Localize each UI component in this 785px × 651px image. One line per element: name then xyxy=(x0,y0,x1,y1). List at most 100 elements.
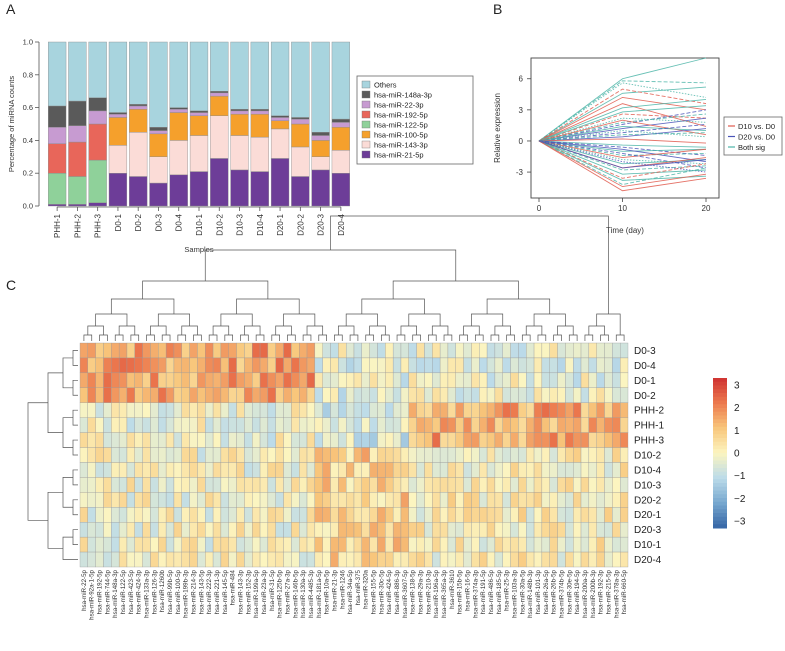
colorbar-segment xyxy=(713,389,727,394)
heatmap-cell xyxy=(471,342,480,359)
heatmap-cell xyxy=(486,522,496,538)
heatmap-cell xyxy=(408,536,417,553)
heatmap-cell xyxy=(189,417,198,433)
column-label: hsa-miR-99b-5p xyxy=(167,569,174,614)
heatmap-cell xyxy=(377,507,386,523)
heatmap-cell xyxy=(283,417,292,433)
heatmap-cell xyxy=(181,417,190,433)
heatmap-cell xyxy=(252,402,261,418)
heatmap-cell xyxy=(111,522,120,538)
heatmap-cell xyxy=(604,447,613,463)
heatmap-cell xyxy=(165,492,175,508)
heatmap-cell xyxy=(526,522,535,538)
heatmap-cell xyxy=(494,551,503,568)
heatmap-cell xyxy=(510,507,519,523)
heatmap-cell xyxy=(455,342,464,359)
heatmap-cell xyxy=(604,387,613,403)
heatmap-cell xyxy=(573,522,582,538)
heatmap-cell xyxy=(150,387,159,403)
heatmap-cell xyxy=(158,492,167,508)
heatmap-cell xyxy=(236,507,245,523)
heatmap-cell xyxy=(111,402,120,418)
heatmap-cell xyxy=(541,372,550,388)
row-label: D10-3 xyxy=(634,480,662,491)
heatmap-cell xyxy=(228,387,237,403)
heatmap-cell xyxy=(299,522,308,538)
panel-c: C D0-3 D0-4 D0-1 D0-2 PHH-2 PHH-1 PHH-3 D10-2 D1… xyxy=(6,215,746,620)
heatmap-cell xyxy=(158,447,167,463)
row-label: D0-1 xyxy=(634,376,656,387)
x-axis-label: Time (day) xyxy=(606,226,644,235)
column-label: hsa-miR-126-3p xyxy=(151,569,158,614)
colorbar-segment xyxy=(713,520,727,525)
heatmap-cell xyxy=(205,462,214,478)
heatmap-cell xyxy=(111,432,120,448)
heatmap-cell xyxy=(87,522,96,538)
heatmap-cell xyxy=(510,536,519,553)
heatmap-cell xyxy=(510,387,519,403)
heatmap-cell xyxy=(79,372,89,388)
bar-segment xyxy=(88,41,107,98)
heatmap-cell xyxy=(463,387,472,403)
heatmap-cell xyxy=(126,417,135,433)
dendrogram-branch xyxy=(486,298,551,314)
heatmap-cell xyxy=(377,522,386,538)
heatmap-cell xyxy=(565,507,574,523)
y-tick-label: 0.6 xyxy=(23,103,33,112)
bar-segment xyxy=(129,104,148,107)
heatmap-cell xyxy=(244,477,253,493)
heatmap-cell xyxy=(424,462,433,478)
heatmap-cell xyxy=(111,372,120,388)
heatmap-cell xyxy=(165,432,175,448)
dendrogram-branch xyxy=(494,325,511,335)
heatmap-cell xyxy=(330,447,339,463)
bar-legend: Othershsa-miR-148a-3phsa-miR-22-3phsa-mi… xyxy=(356,75,474,165)
heatmap-cell xyxy=(439,447,449,463)
heatmap-cell xyxy=(252,342,261,359)
heatmap-cell xyxy=(486,462,496,478)
heatmap-cell xyxy=(173,402,182,418)
series-line xyxy=(538,80,707,142)
heatmap-cell xyxy=(306,536,316,553)
heatmap-cell xyxy=(424,357,433,374)
heatmap-cell xyxy=(87,387,96,403)
heatmap-cell xyxy=(604,536,613,553)
legend-label: hsa-miR-143-3p xyxy=(374,141,428,150)
heatmap-cell xyxy=(158,536,167,553)
heatmap-cell xyxy=(369,357,378,374)
heatmap-cell xyxy=(134,447,143,463)
heatmap-cell xyxy=(330,402,339,418)
heatmap-cell xyxy=(573,507,582,523)
heatmap-cell xyxy=(267,402,276,418)
heatmap-cell xyxy=(291,551,300,568)
heatmap-cell xyxy=(220,462,229,478)
bar-segment xyxy=(108,113,128,118)
column-label: hsa-miR-886-3p xyxy=(394,569,401,614)
heatmap-cell xyxy=(392,432,402,448)
bar-segment xyxy=(129,105,148,110)
heatmap-cell xyxy=(322,551,331,568)
heatmap-cell xyxy=(486,536,496,553)
dendrogram-branch xyxy=(474,334,484,341)
heatmap-cell xyxy=(134,507,143,523)
heatmap-cell xyxy=(197,447,206,463)
heatmap-cell xyxy=(220,492,229,508)
heatmap-cell xyxy=(236,551,245,568)
heatmap-cell xyxy=(275,536,284,553)
heatmap-cell xyxy=(189,492,198,508)
dendrogram-branch xyxy=(283,313,316,326)
heatmap-cell xyxy=(134,477,143,493)
heatmap-cell xyxy=(416,342,425,359)
heatmap-cell xyxy=(502,402,511,418)
heatmap-cell xyxy=(353,462,363,478)
heatmap-cell xyxy=(299,417,308,433)
heatmap-cell xyxy=(95,462,104,478)
legend-label: D10 vs. D0 xyxy=(738,122,775,131)
heatmap-cell xyxy=(259,492,269,508)
heatmap-cell xyxy=(79,417,89,433)
heatmap-cell xyxy=(228,447,237,463)
bar-segment xyxy=(68,100,87,126)
heatmap-cell xyxy=(580,417,590,433)
heatmap-cell xyxy=(557,357,566,374)
heatmap-cell xyxy=(557,507,566,523)
